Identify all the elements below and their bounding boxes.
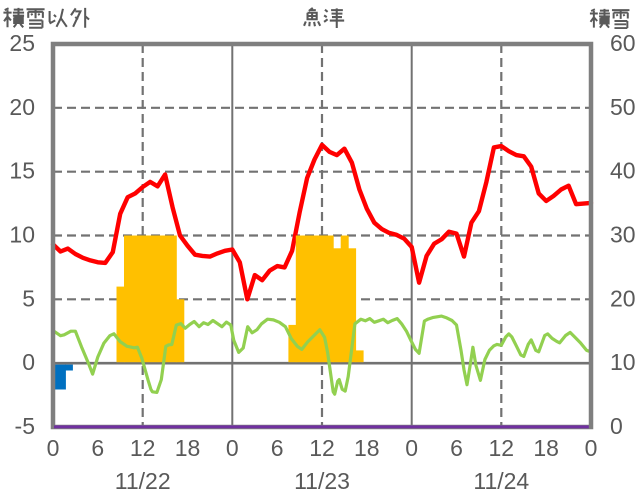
svg-text:12: 12 — [309, 435, 335, 461]
svg-text:18: 18 — [354, 435, 380, 461]
svg-text:25: 25 — [9, 30, 35, 56]
svg-text:15: 15 — [9, 158, 35, 184]
svg-text:0: 0 — [47, 435, 60, 461]
svg-text:6: 6 — [91, 435, 104, 461]
svg-text:11/24: 11/24 — [473, 468, 529, 494]
svg-text:30: 30 — [610, 222, 636, 248]
svg-text:10: 10 — [9, 222, 35, 248]
svg-text:12: 12 — [130, 435, 156, 461]
svg-text:40: 40 — [610, 158, 636, 184]
svg-text:18: 18 — [175, 435, 201, 461]
svg-text:0: 0 — [405, 435, 418, 461]
svg-text:0: 0 — [610, 413, 623, 439]
svg-text:10: 10 — [610, 349, 636, 375]
svg-text:20: 20 — [9, 94, 35, 120]
svg-text:20: 20 — [610, 285, 636, 311]
svg-text:18: 18 — [533, 435, 559, 461]
svg-text:11/22: 11/22 — [115, 468, 171, 494]
svg-text:0: 0 — [22, 349, 35, 375]
svg-text:-5: -5 — [15, 413, 35, 439]
svg-text:5: 5 — [22, 285, 35, 311]
svg-text:12: 12 — [489, 435, 515, 461]
svg-text:0: 0 — [585, 435, 598, 461]
svg-text:60: 60 — [610, 30, 636, 56]
svg-text:6: 6 — [450, 435, 463, 461]
svg-text:50: 50 — [610, 94, 636, 120]
svg-text:0: 0 — [226, 435, 239, 461]
svg-text:6: 6 — [271, 435, 284, 461]
svg-text:11/23: 11/23 — [294, 468, 350, 494]
